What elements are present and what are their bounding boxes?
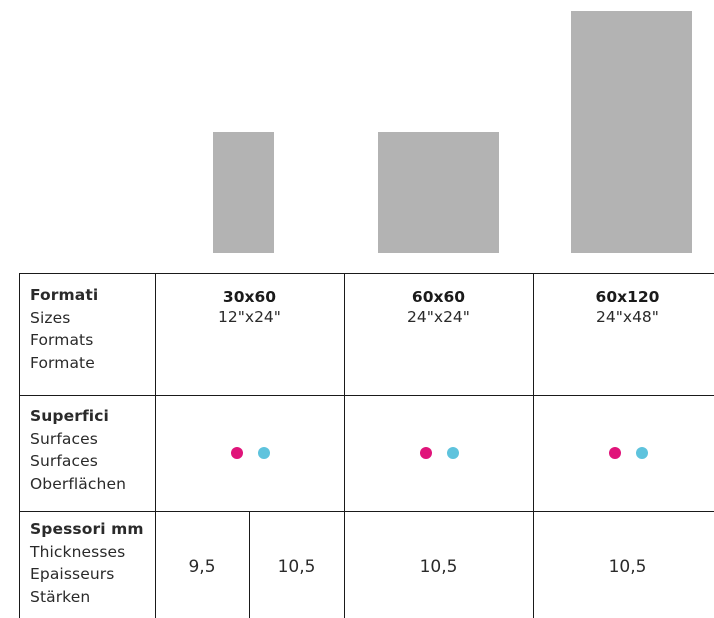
column-divider-2 xyxy=(344,273,345,618)
row-sub-surfaces-fr: Surfaces xyxy=(30,452,98,470)
row-sub-surfaces-de: Oberflächen xyxy=(30,474,127,493)
table-border-top xyxy=(19,273,714,274)
row-sub-sizes-de: Formate xyxy=(30,353,95,372)
tile-shape-60x60 xyxy=(378,132,499,253)
row-label-sizes: Formati Sizes Formats Formate xyxy=(30,284,98,374)
row-title-surfaces: Superfici xyxy=(30,407,109,425)
size-header-60x120: 60x120 24"x48" xyxy=(533,287,714,327)
row-sub-thickness-de: Stärken xyxy=(30,587,91,606)
surface-dots-60x120 xyxy=(609,447,669,459)
size-header-60x60: 60x60 24"x24" xyxy=(344,287,533,327)
surface-dot-cyan xyxy=(447,447,459,459)
row-title-thickness: Spessori mm xyxy=(30,520,144,538)
thickness-value-60x120: 10,5 xyxy=(608,557,647,577)
column-divider-1 xyxy=(155,273,156,618)
row-sub-sizes-en: Sizes xyxy=(30,308,71,327)
row-label-surfaces: Superfici Surfaces Surfaces Oberflächen xyxy=(30,405,126,495)
row-divider-1 xyxy=(19,395,714,396)
size-header-30x60: 30x60 12"x24" xyxy=(155,287,344,327)
size-name: 60x60 xyxy=(411,288,466,306)
row-sub-thickness-en: Thicknesses xyxy=(30,542,126,561)
surface-dots-60x60 xyxy=(420,447,480,459)
surface-dot-cyan xyxy=(258,447,270,459)
surface-dot-magenta xyxy=(231,447,243,459)
column-divider-3 xyxy=(533,273,534,618)
row-sub-surfaces-en: Surfaces xyxy=(30,429,98,448)
size-inches: 12"x24" xyxy=(218,308,281,326)
row-label-thickness: Spessori mm Thicknesses Epaisseurs Stärk… xyxy=(30,518,144,608)
surface-dot-cyan xyxy=(636,447,648,459)
thickness-value-60x60: 10,5 xyxy=(419,557,458,577)
row-sub-sizes-fr: Formats xyxy=(30,331,94,349)
size-name: 60x120 xyxy=(595,288,660,306)
row-sub-thickness-fr: Epaisseurs xyxy=(30,565,115,583)
surface-dot-magenta xyxy=(420,447,432,459)
size-name: 30x60 xyxy=(222,288,277,306)
size-inches: 24"x24" xyxy=(407,308,470,326)
row-divider-2 xyxy=(19,511,714,512)
surface-dots-30x60 xyxy=(231,447,291,459)
thickness-value-30x60-a: 9,5 xyxy=(188,557,216,577)
table-border-left xyxy=(19,273,20,618)
tile-shape-30x60 xyxy=(213,132,274,253)
row-title-sizes: Formati xyxy=(30,286,99,304)
thickness-value-30x60-b: 10,5 xyxy=(277,557,316,577)
thickness-sub-divider xyxy=(249,511,250,618)
surface-dot-magenta xyxy=(609,447,621,459)
size-inches: 24"x48" xyxy=(596,308,659,326)
tile-shape-60x120 xyxy=(571,11,692,253)
